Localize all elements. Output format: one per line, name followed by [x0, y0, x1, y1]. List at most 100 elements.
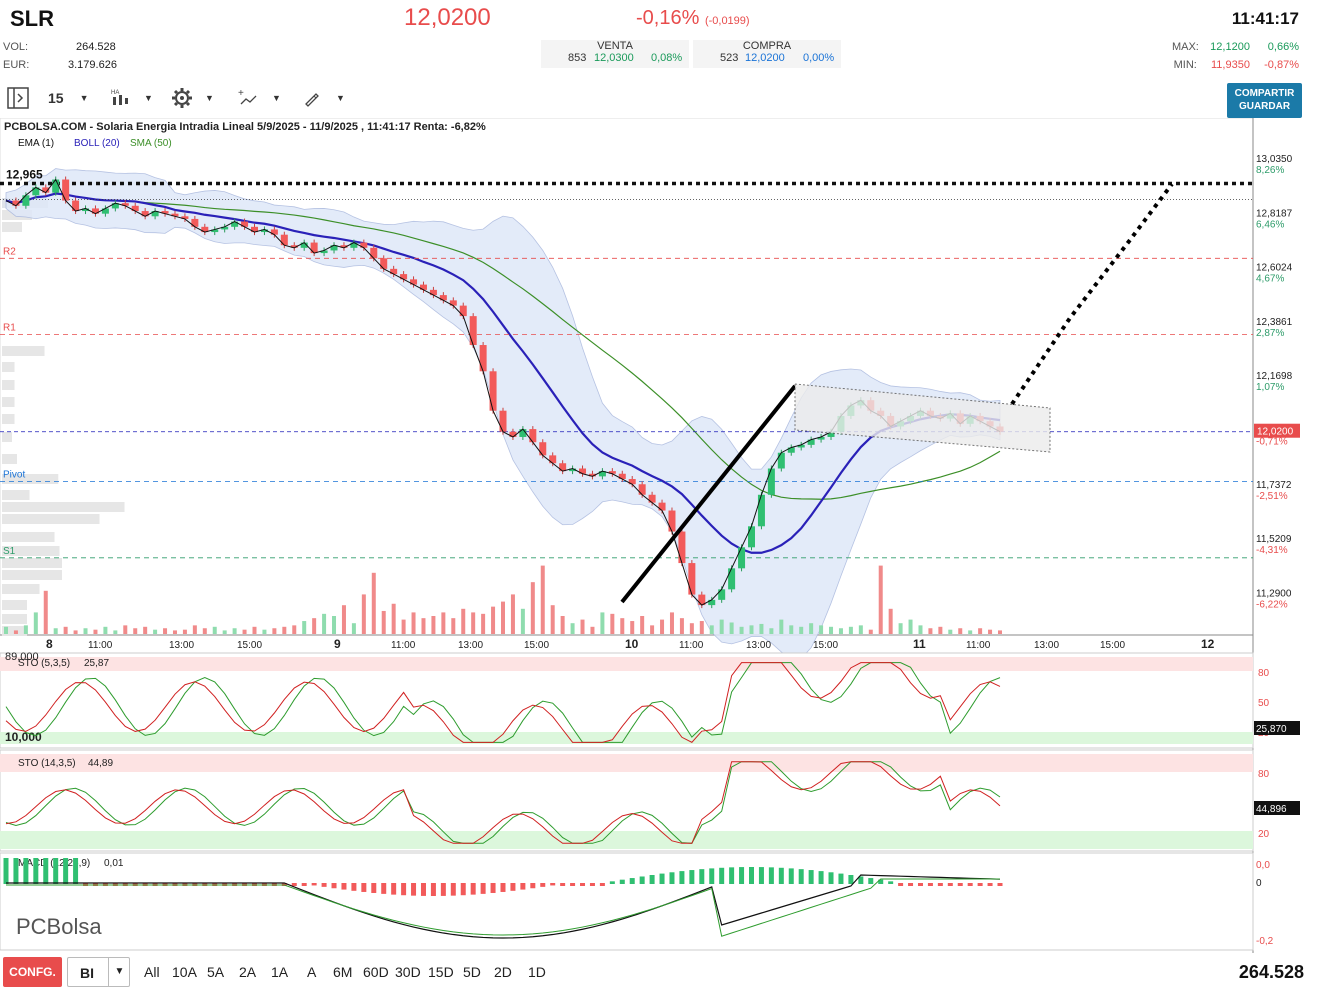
- macd-histogram-bar: [440, 883, 446, 896]
- trend-line-drawing: [620, 384, 797, 604]
- sto1-value: 25,87: [84, 658, 109, 669]
- volume-bar: [421, 618, 426, 634]
- chevron-down-icon: ▼: [272, 93, 281, 103]
- vol-row: VOL: 264.528: [3, 41, 116, 53]
- volume-bar: [272, 628, 277, 634]
- drawing-tools-select[interactable]: ▼: [302, 87, 345, 109]
- chart-mode-select[interactable]: BI ▼: [67, 957, 130, 987]
- pct-tick-label: -0,71%: [1256, 437, 1288, 448]
- share-save-button[interactable]: COMPARTIR GUARDAR: [1227, 83, 1302, 118]
- config-button[interactable]: CONFG.: [3, 957, 62, 987]
- macd-line: [6, 874, 1001, 939]
- legend-sma: SMA (50): [130, 138, 172, 149]
- macd-histogram-bar: [838, 873, 844, 884]
- panel-toggle-button[interactable]: [6, 87, 30, 109]
- candle-body: [290, 245, 298, 248]
- macd-histogram-bar: [977, 883, 983, 886]
- volume-profile-bar: [2, 222, 22, 232]
- range-button-5d[interactable]: 5D: [463, 964, 481, 980]
- range-button-10a[interactable]: 10A: [172, 964, 197, 980]
- volume-bar: [610, 613, 615, 634]
- candle-body: [360, 242, 368, 248]
- ticker-symbol: SLR: [10, 6, 54, 31]
- candle-body: [449, 300, 457, 306]
- time-tick-label: 15:00: [1100, 640, 1125, 651]
- range-button-60d[interactable]: 60D: [363, 964, 389, 980]
- pct-tick-label: -4,31%: [1256, 545, 1288, 556]
- macd-histogram-bar: [391, 883, 397, 895]
- macd-histogram-bar: [331, 883, 337, 889]
- volume-bar: [540, 565, 545, 634]
- volume-bar: [222, 630, 227, 634]
- sto1-d-line: [5, 662, 1001, 743]
- time-tick-label: 11:00: [966, 640, 991, 651]
- volume-profile-bar: [2, 514, 100, 524]
- settings-select[interactable]: ▼: [171, 87, 214, 109]
- candle-body: [171, 213, 179, 217]
- pct-tick-label: 6,46%: [1256, 219, 1284, 230]
- candle-body: [280, 234, 288, 246]
- volume-bar: [530, 582, 535, 634]
- volume-bar: [202, 628, 207, 634]
- candle-body: [330, 245, 338, 251]
- sto1-tick: 80: [1258, 668, 1270, 679]
- indicators-select[interactable]: + ▼: [238, 87, 281, 109]
- candle-body: [608, 471, 616, 474]
- price-change: -0,16% (-0,0199): [636, 7, 750, 30]
- time-tick-label: 8: [46, 637, 53, 651]
- volume-bar: [23, 625, 28, 634]
- compra-pct: 0,00%: [803, 52, 835, 64]
- volume-bar: [133, 628, 138, 634]
- last-price: 12,0200: [404, 4, 491, 31]
- eur-row: EUR: 3.179.626: [3, 59, 117, 71]
- pct-tick-label: 4,67%: [1256, 274, 1284, 285]
- candle-body: [32, 187, 40, 196]
- volume-bar: [988, 629, 993, 634]
- sto2-value: 44,89: [88, 758, 113, 769]
- volume-bar: [341, 605, 346, 634]
- candle-type-select[interactable]: HA ▼: [110, 87, 153, 109]
- candle-body: [191, 218, 199, 227]
- range-button-15d[interactable]: 15D: [428, 964, 454, 980]
- range-button-all[interactable]: All: [144, 964, 160, 980]
- candle-body: [211, 229, 219, 233]
- volume-bar: [13, 630, 18, 634]
- volume-bar: [411, 612, 416, 634]
- candle-body: [499, 410, 507, 432]
- range-button-5a[interactable]: 5A: [207, 964, 225, 980]
- macd-histogram-bar: [778, 867, 784, 884]
- range-button-6m[interactable]: 6M: [333, 964, 353, 980]
- volume-profile-bar: [2, 362, 15, 372]
- volume-bar: [172, 630, 177, 634]
- candle-body: [320, 250, 328, 254]
- candle-body: [618, 473, 626, 480]
- macd-pane: [0, 852, 1254, 951]
- volume-bar: [322, 613, 327, 634]
- range-button-2d[interactable]: 2D: [494, 964, 512, 980]
- candle-body: [181, 216, 189, 219]
- macd-histogram-bar: [321, 883, 327, 887]
- max-pct: 0,66%: [1267, 41, 1299, 53]
- volume-bar: [640, 616, 645, 634]
- legend-ema: EMA (1): [18, 138, 54, 149]
- candle-body: [588, 473, 596, 477]
- volume-bar: [163, 628, 168, 634]
- candle-body: [817, 436, 825, 440]
- change-pct: -0,16%: [636, 7, 700, 29]
- interval-value: 15: [48, 90, 64, 106]
- price-chart-svg[interactable]: PCBOLSA.COM - Solaria Energia Intradia L…: [0, 117, 1305, 953]
- price-tick-label: 11,2900: [1256, 588, 1292, 599]
- range-button-30d[interactable]: 30D: [395, 964, 421, 980]
- volume-bar: [878, 565, 883, 634]
- current-price-tag: [1254, 423, 1300, 438]
- volume-bar: [182, 629, 187, 634]
- interval-select[interactable]: 15 ▼: [48, 87, 89, 109]
- macd-histogram-bar: [967, 883, 973, 886]
- volume-bar: [292, 625, 297, 634]
- range-button-2a[interactable]: 2A: [239, 964, 257, 980]
- macd-histogram-bar: [361, 883, 367, 892]
- chart-area[interactable]: PCBOLSA.COM - Solaria Energia Intradia L…: [0, 117, 1305, 953]
- range-button-a[interactable]: A: [307, 964, 317, 980]
- range-button-1a[interactable]: 1A: [271, 964, 289, 980]
- range-button-1d[interactable]: 1D: [528, 964, 546, 980]
